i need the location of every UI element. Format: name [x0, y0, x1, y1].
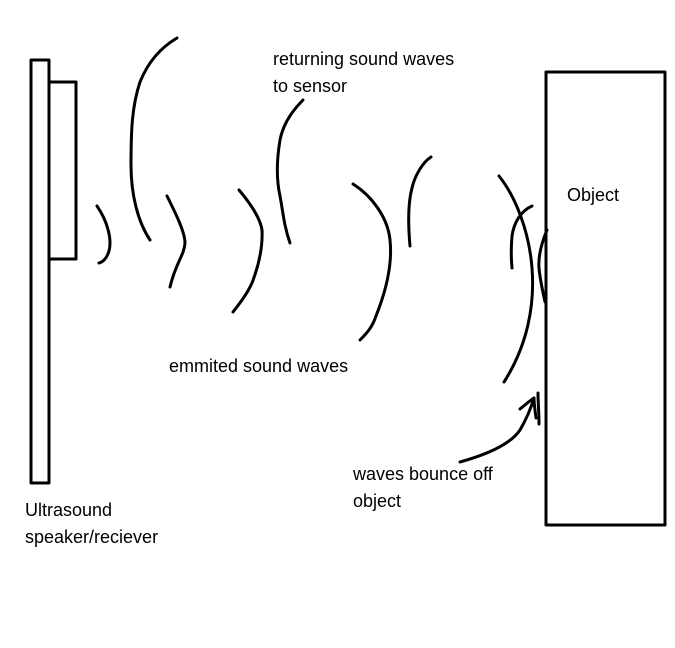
returning-wave-2 [275, 98, 305, 245]
object-label: Object [567, 182, 619, 209]
object-block [544, 70, 667, 527]
emitted-wave-3 [231, 188, 264, 314]
bounce-label-line-1: waves bounce off [353, 464, 493, 484]
emitted-wave-2 [165, 194, 187, 289]
bounce-arrow [458, 396, 536, 464]
emitted-waves-label-text: emmited sound waves [169, 356, 349, 376]
returning-waves-label-line-2: to sensor [273, 76, 348, 96]
device-label-line-2: speaker/reciever [25, 527, 159, 547]
bounce-wave-top [537, 228, 549, 304]
device-label: Ultrasound speaker/reciever [25, 497, 158, 551]
bounce-label: waves bounce off object [353, 461, 493, 515]
returning-wave-3 [407, 155, 433, 248]
bounce-label-line-2: object [353, 491, 402, 511]
emitted-wave-4 [351, 182, 393, 342]
device-label-line-1: Ultrasound [25, 500, 113, 520]
returning-wave-1 [129, 36, 179, 242]
emitted-wave-5 [497, 174, 535, 384]
bounce-wave-bottom [536, 391, 541, 426]
emitted-wave-1 [95, 204, 112, 265]
object-label-text: Object [567, 185, 620, 205]
returning-waves-label-line-1: returning sound waves [273, 49, 455, 69]
device-emitter [47, 80, 78, 261]
returning-waves-label: returning sound waves to sensor [273, 46, 454, 100]
device-body [29, 58, 51, 485]
returning-wave-4 [509, 204, 534, 270]
emitted-waves-label: emmited sound waves [169, 353, 348, 380]
